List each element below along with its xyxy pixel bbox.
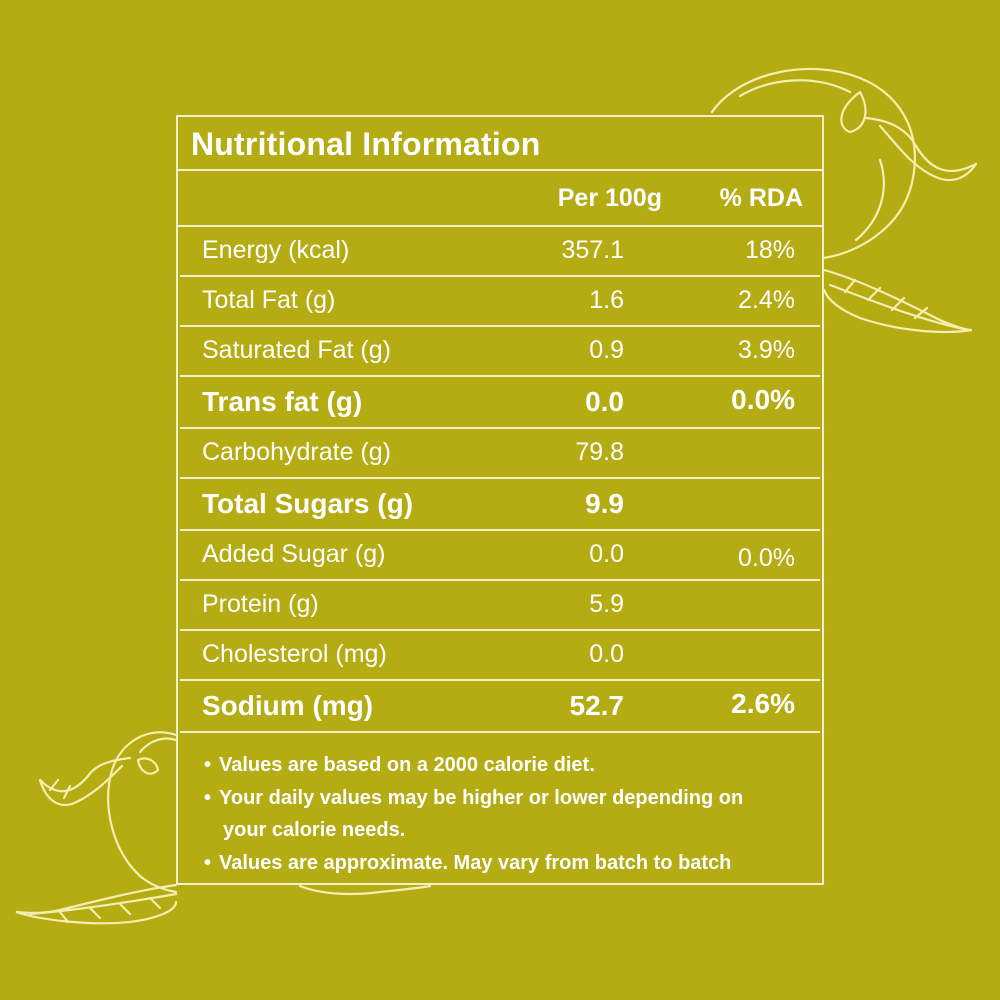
footnote-line: Your daily values may be higher or lower…: [219, 786, 744, 809]
nutrient-value: 9.9: [585, 488, 624, 519]
footnote: Your daily values may be higher or lower…: [204, 782, 814, 847]
row-protein: Protein (g) 5.9: [180, 581, 820, 631]
nutrient-value: 357.1: [561, 236, 624, 264]
row-carbohydrate: Carbohydrate (g) 79.8: [180, 429, 820, 479]
nutrient-name: Protein (g): [202, 590, 319, 618]
nutrient-name: Total Sugars (g): [202, 488, 414, 519]
nutrient-name: Added Sugar (g): [202, 540, 386, 568]
mango-top-right: [710, 67, 917, 260]
nutrition-panel: Nutritional Information Per 100g % RDA E…: [176, 115, 824, 885]
row-energy: Energy (kcal) 357.1 18%: [180, 227, 820, 277]
nutrient-rda: 18%: [744, 236, 795, 264]
column-rda: % RDA: [719, 184, 803, 212]
nutrient-rda: 0.0%: [738, 544, 795, 572]
column-per-100g: Per 100g: [557, 184, 662, 212]
footnote: Values are based on a 2000 calorie diet.: [204, 749, 814, 782]
nutrient-value: 5.9: [589, 590, 624, 618]
row-saturated-fat: Saturated Fat (g) 0.9 3.9%: [180, 327, 820, 377]
nutrient-name: Cholesterol (mg): [202, 640, 387, 668]
nutrient-rda: 2.6%: [731, 688, 795, 719]
nutrient-value: 0.0: [589, 540, 624, 568]
footnotes: Values are based on a 2000 calorie diet.…: [204, 749, 814, 879]
nutrient-value: 0.0: [585, 386, 624, 417]
nutrient-name: Sodium (mg): [202, 690, 374, 721]
footnote: Values are approximate. May vary from ba…: [204, 847, 814, 880]
title-bar: Nutritional Information: [178, 117, 822, 171]
footnote-continuation: your calorie needs.: [223, 819, 406, 841]
column-header: Per 100g % RDA: [178, 171, 822, 227]
nutrient-value: 0.0: [589, 640, 624, 668]
nutrient-value: 52.7: [569, 690, 625, 721]
nutrient-value: 79.8: [575, 438, 624, 466]
row-added-sugar: Added Sugar (g) 0.0 0.0%: [180, 531, 820, 581]
nutrient-value: 0.9: [589, 336, 624, 364]
nutrient-value: 1.6: [589, 286, 624, 314]
nutrient-name: Saturated Fat (g): [202, 336, 391, 364]
nutrient-rows: Energy (kcal) 357.1 18% Total Fat (g) 1.…: [178, 227, 822, 733]
nutrient-rda: 3.9%: [738, 336, 795, 364]
panel-title: Nutritional Information: [191, 126, 541, 162]
row-trans-fat: Trans fat (g) 0.0 0.0%: [180, 377, 820, 429]
nutrient-name: Carbohydrate (g): [202, 438, 391, 466]
nutrient-rda: 2.4%: [738, 286, 795, 314]
nutrient-name: Energy (kcal): [202, 236, 350, 264]
row-sodium: Sodium (mg) 52.7 2.6%: [180, 681, 820, 733]
nutrient-name: Trans fat (g): [202, 386, 363, 417]
row-cholesterol: Cholesterol (mg) 0.0: [180, 631, 820, 681]
row-total-fat: Total Fat (g) 1.6 2.4%: [180, 277, 820, 327]
mango-bottom-left: [107, 731, 178, 894]
row-total-sugars: Total Sugars (g) 9.9: [180, 479, 820, 531]
nutrient-name: Total Fat (g): [202, 286, 336, 314]
nutrient-rda: 0.0%: [731, 384, 795, 415]
